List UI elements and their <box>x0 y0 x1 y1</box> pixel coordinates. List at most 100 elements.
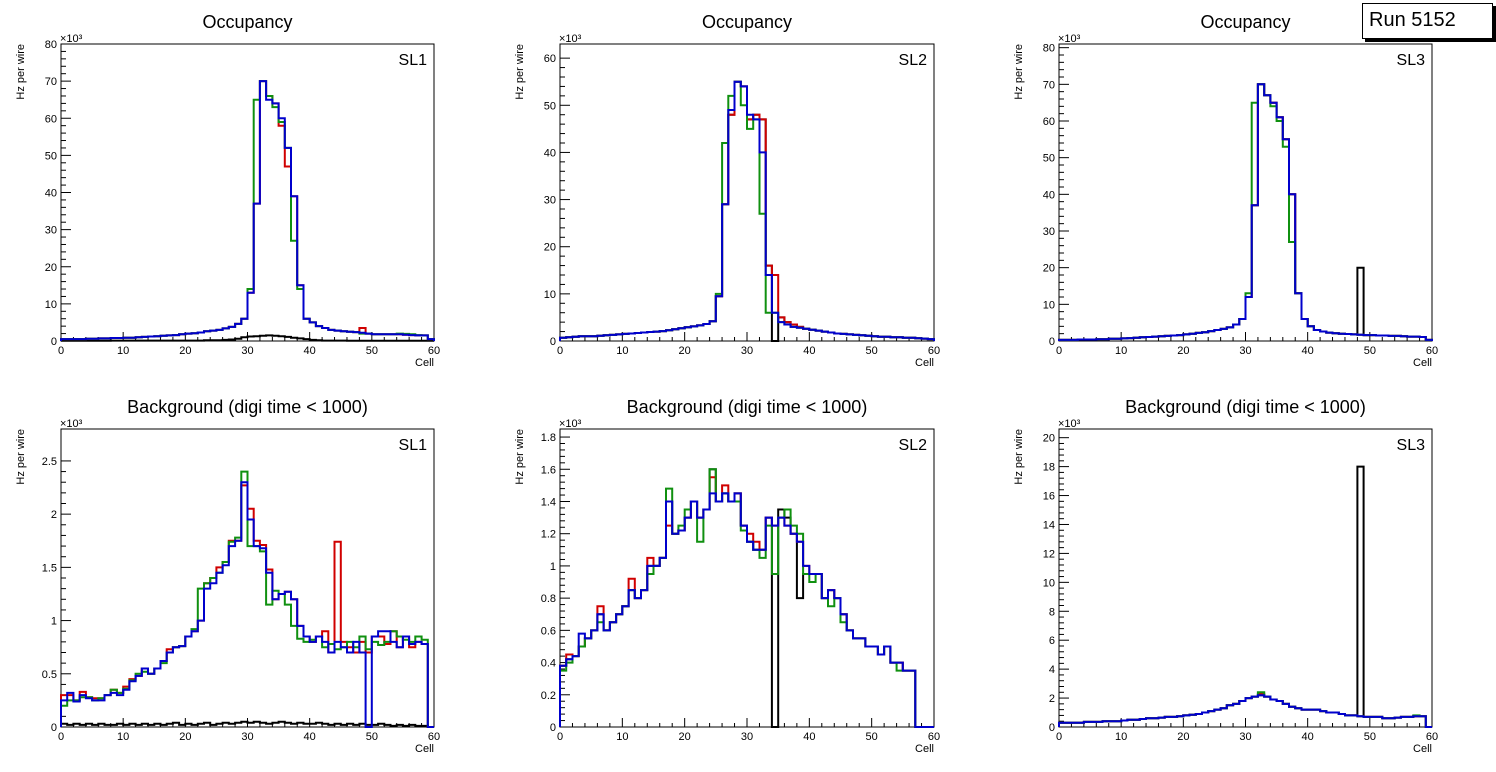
y-exponent-label: ×10³ <box>559 418 582 430</box>
histogram-blue <box>60 481 434 728</box>
x-axis-label: Cell <box>915 357 934 369</box>
panel-title: Background (digi time < 1000) <box>127 397 368 417</box>
x-tick-label: 20 <box>679 345 691 357</box>
x-tick-label: 30 <box>1239 731 1251 743</box>
plot-frame <box>1058 428 1433 728</box>
x-tick-label: 50 <box>366 345 378 357</box>
y-tick-label: 1 <box>51 616 57 628</box>
y-tick-label: 2 <box>1049 693 1055 705</box>
y-axis-label: Hz per wire <box>514 44 526 100</box>
x-tick-label: 10 <box>616 731 628 743</box>
run-number-label: Run 5152 <box>1369 9 1456 31</box>
y-tick-label: 6 <box>1049 635 1055 647</box>
y-tick-label: 0.2 <box>541 690 556 702</box>
y-exponent-label: ×10³ <box>1058 33 1081 45</box>
y-tick-label: 2.5 <box>42 456 57 468</box>
y-tick-label: 0 <box>550 336 556 348</box>
superlayer-label: SL3 <box>1397 52 1426 69</box>
y-tick-label: 0 <box>550 722 556 734</box>
superlayer-label: SL3 <box>1397 437 1426 454</box>
y-tick-label: 30 <box>1043 226 1055 238</box>
y-tick-label: 10 <box>45 299 57 311</box>
y-tick-label: 50 <box>45 150 57 162</box>
y-tick-label: 18 <box>1043 462 1055 474</box>
y-exponent-label: ×10³ <box>1058 418 1081 430</box>
histogram-black <box>60 334 435 342</box>
y-tick-label: 4 <box>1049 664 1055 676</box>
y-tick-label: 1.6 <box>541 464 556 476</box>
y-tick-label: 70 <box>45 76 57 88</box>
y-tick-label: 20 <box>45 262 57 274</box>
y-tick-label: 14 <box>1043 519 1055 531</box>
x-tick-label: 40 <box>1302 345 1314 357</box>
y-tick-label: 40 <box>544 147 556 159</box>
x-tick-label: 0 <box>58 731 64 743</box>
x-tick-label: 40 <box>304 345 316 357</box>
y-tick-label: 0.4 <box>541 658 556 670</box>
x-tick-label: 40 <box>304 731 316 743</box>
panel-4: Background (digi time < 1000) ×10³ Hz per … <box>15 397 440 755</box>
y-tick-label: 2 <box>51 509 57 521</box>
x-tick-label: 60 <box>928 731 940 743</box>
y-tick-label: 30 <box>45 225 57 237</box>
plot-frame <box>559 428 935 728</box>
histogram-red <box>559 476 934 728</box>
y-tick-label: 80 <box>1043 43 1055 55</box>
y-tick-label: 0.8 <box>541 593 556 605</box>
y-tick-label: 40 <box>1043 189 1055 201</box>
y-tick-label: 1.8 <box>541 432 556 444</box>
y-axis-label: Hz per wire <box>15 44 27 100</box>
x-tick-label: 30 <box>741 345 753 357</box>
x-axis-label: Cell <box>415 357 434 369</box>
y-tick-label: 0 <box>1049 336 1055 348</box>
histogram-green <box>559 80 935 341</box>
panel-5: Background (digi time < 1000) ×10³ Hz per … <box>514 397 940 755</box>
superlayer-label: SL2 <box>899 52 928 69</box>
x-tick-label: 30 <box>241 731 253 743</box>
y-tick-label: 60 <box>544 53 556 65</box>
x-tick-label: 50 <box>866 345 878 357</box>
panel-6: Background (digi time < 1000) ×10³ Hz per … <box>1013 397 1438 755</box>
x-tick-label: 40 <box>1302 731 1314 743</box>
panel-title: Occupancy <box>1200 12 1290 32</box>
panel-2: Occupancy ×10³ Hz per wire Cell SL2 0 10 20 30 40… <box>514 12 940 369</box>
y-tick-label: 30 <box>544 195 556 207</box>
x-tick-label: 30 <box>241 345 253 357</box>
x-tick-label: 0 <box>557 345 563 357</box>
x-tick-label: 40 <box>803 345 815 357</box>
y-tick-label: 0.6 <box>541 625 556 637</box>
y-tick-label: 0 <box>51 722 57 734</box>
x-axis-label: Cell <box>915 743 934 755</box>
x-axis-label: Cell <box>1413 743 1432 755</box>
histogram-blue <box>1058 694 1432 728</box>
y-exponent-label: ×10³ <box>559 33 582 45</box>
panel-1: Occupancy ×10³ Hz per wire Cell SL1 0 10 20 30 40… <box>15 12 440 369</box>
x-tick-label: 20 <box>1177 345 1189 357</box>
y-exponent-label: ×10³ <box>60 33 83 45</box>
y-tick-label: 50 <box>544 100 556 112</box>
y-axis-label: Hz per wire <box>1013 429 1025 485</box>
y-tick-label: 1 <box>550 561 556 573</box>
y-tick-label: 1.4 <box>541 496 556 508</box>
y-tick-label: 20 <box>1043 263 1055 275</box>
histogram-blue <box>60 80 435 341</box>
y-tick-label: 60 <box>45 113 57 125</box>
x-tick-label: 40 <box>803 731 815 743</box>
x-tick-label: 60 <box>928 345 940 357</box>
x-tick-label: 10 <box>117 345 129 357</box>
histogram-blue <box>1058 83 1433 341</box>
x-tick-label: 50 <box>1364 731 1376 743</box>
histogram-blue <box>559 492 934 728</box>
x-tick-label: 0 <box>58 345 64 357</box>
x-tick-label: 30 <box>1239 345 1251 357</box>
panel-title: Occupancy <box>702 12 792 32</box>
x-tick-label: 50 <box>366 731 378 743</box>
x-tick-label: 10 <box>1115 731 1127 743</box>
y-tick-label: 80 <box>45 39 57 51</box>
y-axis-label: Hz per wire <box>1013 44 1025 100</box>
y-axis-label: Hz per wire <box>514 429 526 485</box>
y-axis-label: Hz per wire <box>15 429 27 485</box>
x-tick-label: 60 <box>428 345 440 357</box>
y-tick-label: 40 <box>45 188 57 200</box>
